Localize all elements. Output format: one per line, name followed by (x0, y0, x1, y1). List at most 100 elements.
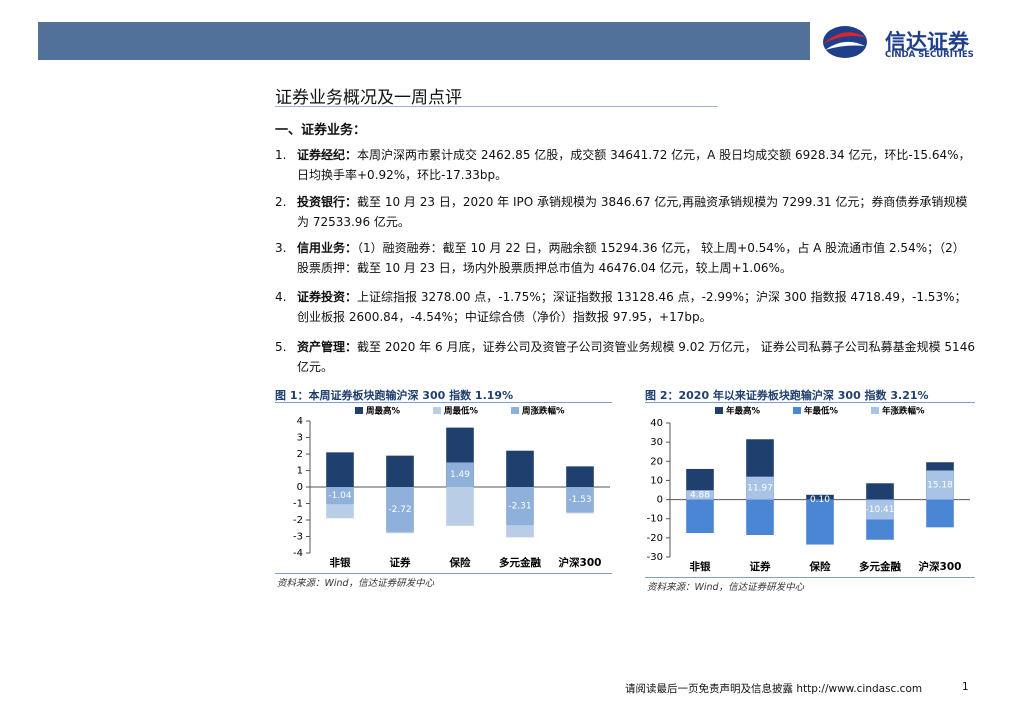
data-label: -1.53 (568, 495, 591, 505)
data-label: 11.97 (747, 484, 773, 494)
y-tick-label: -1 (293, 499, 303, 510)
legend-swatch (511, 407, 519, 414)
caption-rule (275, 402, 612, 403)
legend-swatch (715, 407, 723, 414)
item-text: 截至 10 月 23 日，2020 年 IPO 承销规模为 3846.67 亿元… (297, 195, 968, 229)
bar (506, 450, 534, 487)
x-tick-label: 沪深300 (559, 556, 602, 569)
item-number: 3. (275, 241, 287, 255)
list-item: 1. 证券经纪：本周沪深两市累计成交 2462.85 亿股，成交额 34641.7… (275, 145, 975, 185)
list-item: 4. 证券投资：上证综指报 3278.00 点，-1.75%；深证指数报 1312… (275, 287, 975, 327)
legend-label: 年涨跌幅% (882, 406, 925, 417)
brand: 信达证券 (885, 30, 969, 54)
item-number: 5. (275, 340, 287, 354)
bar (326, 487, 354, 505)
x-tick-label: 非银 (330, 556, 351, 569)
bar (506, 487, 534, 526)
data-label: 4.88 (690, 490, 710, 500)
item-label: 信用业务： (297, 241, 358, 255)
bar (446, 462, 474, 487)
data-label: 1.49 (450, 470, 470, 480)
y-tick-label: 1 (297, 466, 303, 477)
legend-label: 年最高% (726, 406, 761, 417)
y-tick-label: 0 (297, 482, 303, 493)
x-tick-label: 沪深300 (919, 560, 962, 573)
page-number: 1 (962, 681, 969, 693)
title-rule (275, 106, 718, 107)
item-text: 上证综指报 3278.00 点，-1.75%；深证指数报 13128.46 点，… (297, 290, 967, 324)
logo-icon (823, 26, 867, 58)
item-body: 证券投资：上证综指报 3278.00 点，-1.75%；深证指数报 13128.… (297, 287, 975, 327)
y-tick-label: -30 (647, 552, 663, 563)
item-body: 投资银行：截至 10 月 23 日，2020 年 IPO 承销规模为 3846.… (297, 192, 975, 232)
source: 资料来源：Wind，信达证券研发中心 (647, 582, 805, 593)
y-tick-label: 30 (650, 437, 663, 448)
item-body: 证券经纪：本周沪深两市累计成交 2462.85 亿股，成交额 34641.72 … (297, 145, 975, 185)
list-item: 3. 信用业务：（1）融资融券：截至 10 月 22 日，两融余额 15294.3… (275, 238, 975, 278)
item-label: 资产管理： (297, 340, 358, 354)
legend-label: 年最低% (804, 406, 839, 417)
y-tick-label: 10 (650, 475, 663, 486)
item-text: 本周沪深两市累计成交 2462.85 亿股，成交额 34641.72 亿元，A … (297, 148, 971, 182)
y-tick-label: 0 (657, 495, 663, 506)
brand-en: CINDA SECURITIES (885, 50, 974, 60)
item-label: 投资银行： (297, 195, 358, 209)
x-tick-label: 证券 (390, 556, 411, 569)
footer-note: 请阅读最后一页免责声明及信息披露 http://www.cindasc.com (625, 683, 923, 695)
y-tick-label: -10 (647, 514, 663, 525)
legend-swatch (355, 407, 363, 414)
legend-swatch (871, 407, 879, 414)
x-tick-label: 保险 (809, 560, 831, 573)
bar (386, 455, 414, 487)
bar (866, 483, 894, 500)
caption-rule (645, 402, 975, 403)
bar (806, 499, 834, 545)
legend-swatch (433, 407, 441, 414)
y-tick-label: -20 (647, 533, 663, 544)
figure-caption: 图 2：2020 年以来证券板块跑输沪深 300 指数 3.21% (645, 389, 929, 402)
x-tick-label: 多元金融 (859, 560, 901, 573)
item-number: 1. (275, 148, 287, 162)
y-tick-label: 40 (650, 418, 663, 429)
x-tick-label: 非银 (690, 560, 711, 573)
bar (806, 494, 834, 500)
data-label: -2.31 (508, 502, 531, 512)
list-item: 5. 资产管理：截至 2020 年 6 月底，证券公司及资管子公司资管业务规模 9… (275, 337, 975, 377)
chart: -4 -3 -2 -1 0 1 2 3 4 -1.04 -2.72 1.49 -2.31 -1.53 非银 证… (293, 406, 610, 569)
item-number: 4. (275, 290, 287, 304)
bar (866, 499, 894, 520)
source-rule (645, 577, 975, 578)
bar (566, 487, 594, 513)
bar (686, 499, 714, 534)
x-tick-label: 多元金融 (499, 556, 541, 569)
legend-label: 周最低% (444, 406, 479, 417)
y-tick-label: -4 (293, 548, 303, 559)
list-item: 2. 投资银行：截至 10 月 23 日，2020 年 IPO 承销规模为 384… (275, 192, 975, 232)
bar (686, 490, 714, 500)
bar (566, 466, 594, 487)
y-tick-label: -3 (293, 532, 303, 543)
source: 资料来源：Wind，信达证券研发中心 (277, 578, 435, 589)
bar (746, 499, 774, 535)
x-tick-label: 保险 (449, 556, 471, 569)
chart: -30 -20 -10 0 10 20 30 40 4.88 11.97 0.10 -10.41 15.… (647, 406, 970, 573)
item-text: 截至 2020 年 6 月底，证券公司及资管子公司资管业务规模 9.02 万亿元… (297, 340, 975, 374)
x-tick-label: 证券 (750, 560, 771, 573)
data-label: 0.10 (810, 495, 830, 505)
data-label: 15.18 (927, 481, 953, 491)
y-tick-label: 3 (297, 433, 303, 444)
item-label: 证券投资： (297, 290, 358, 304)
figure-caption: 图 1：本周证券板块跑输沪深 300 指数 1.19% (275, 389, 514, 402)
item-number: 2. (275, 195, 287, 209)
bar (326, 452, 354, 487)
legend-label: 周最高% (366, 406, 401, 417)
data-label: -1.04 (328, 491, 352, 501)
legend-swatch (793, 407, 801, 414)
y-tick-label: 20 (650, 456, 663, 467)
bar (926, 499, 954, 528)
bar (926, 470, 954, 500)
y-tick-label: -2 (293, 515, 303, 526)
data-label: -2.72 (388, 505, 411, 515)
header-bar (38, 22, 810, 60)
